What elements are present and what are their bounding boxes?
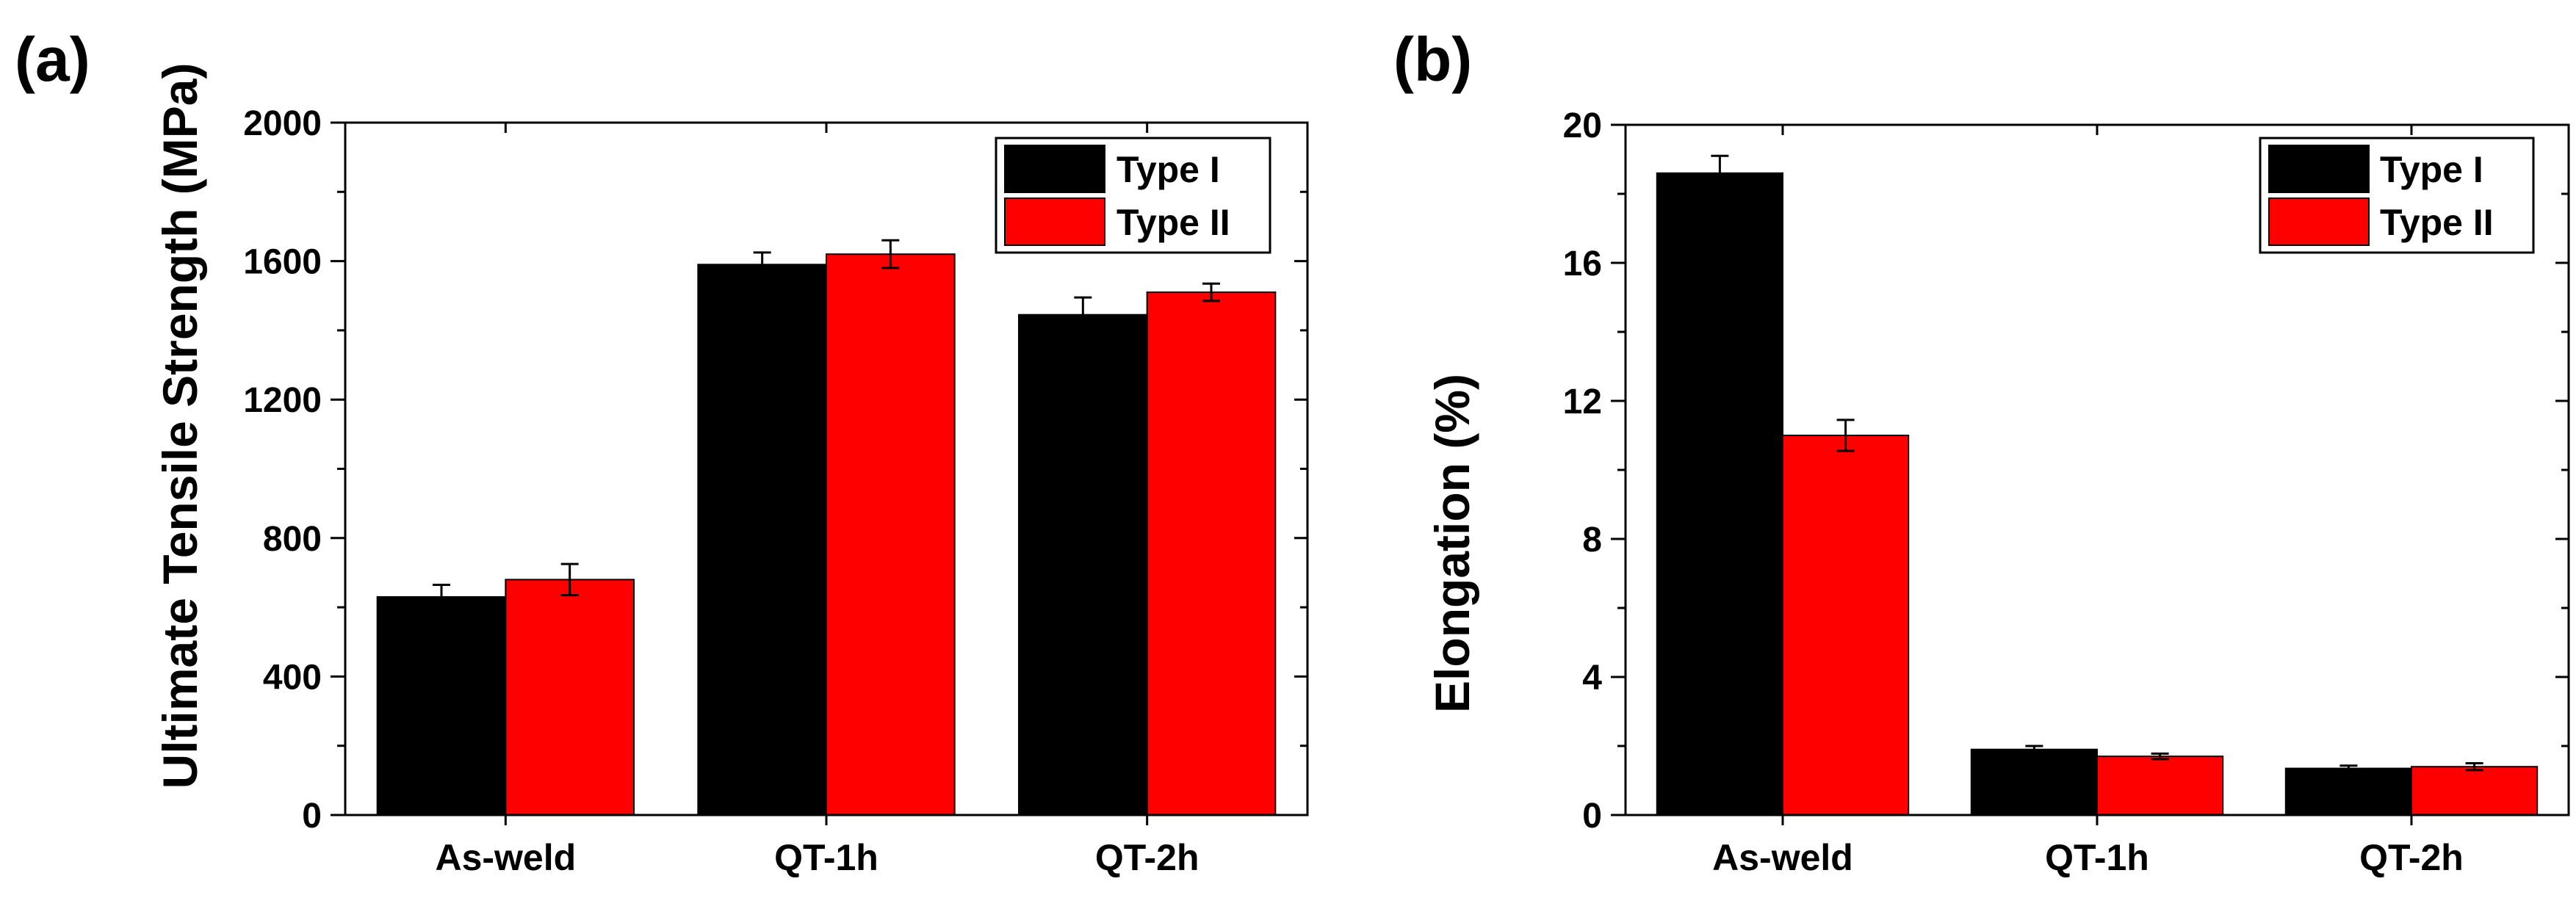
error-bar — [753, 251, 771, 278]
y-axis-title: Ultimate Tensile Strength (MPa) — [153, 63, 207, 789]
error-bar — [2339, 764, 2358, 772]
y-tick-label: 1200 — [243, 381, 322, 420]
x-tick-label: As-weld — [435, 837, 576, 878]
bar-type-i-qt-2h — [2284, 767, 2413, 816]
bar-type-i-qt-1h — [697, 264, 827, 816]
error-bar — [2151, 752, 2169, 761]
bar-type-ii-qt-1h — [826, 253, 956, 816]
legend-label-type-ii: Type II — [1116, 202, 1230, 243]
bar-type-i-as-weld — [376, 595, 507, 816]
x-tick-label: As-weld — [1712, 837, 1853, 878]
legend-swatch-type-i — [1004, 145, 1105, 193]
x-tick-label: QT-2h — [1095, 837, 1199, 878]
error-bar — [1074, 296, 1092, 333]
bar-type-ii-as-weld — [505, 579, 635, 816]
legend: Type I Type II — [995, 137, 1271, 254]
bar-type-ii-qt-1h — [2096, 756, 2224, 816]
plot-area: As-weld QT-1h QT-2h 0 4 8 12 16 20 — [1563, 106, 2570, 878]
y-tick-label: 0 — [302, 797, 322, 836]
error-bar — [2025, 745, 2043, 754]
error-bar — [1836, 419, 1855, 452]
error-bar — [1711, 154, 1729, 192]
legend-swatch-type-ii — [1004, 198, 1105, 246]
chart-panel-b: (b) Elongation (%) As-weld QT-1h QT-2h 0 4 8 1… — [1393, 25, 2570, 878]
y-tick-label: 16 — [1563, 245, 1602, 283]
legend: Type I Type II — [2259, 137, 2535, 254]
axes-frame — [344, 121, 1309, 816]
y-tick-label: 800 — [263, 520, 322, 559]
error-bar — [1202, 282, 1220, 303]
y-axis-title: Elongation (%) — [1425, 374, 1479, 713]
x-tick-label: QT-2h — [2359, 837, 2464, 878]
error-bar — [2465, 762, 2483, 772]
legend-swatch-type-i — [2268, 145, 2370, 193]
legend-label-type-ii: Type II — [2380, 202, 2494, 243]
legend-label-type-i: Type I — [1116, 149, 1220, 190]
bar-type-i-qt-1h — [1970, 748, 2099, 816]
y-tick-label: 400 — [263, 658, 322, 697]
error-bar — [433, 583, 450, 610]
error-bar — [560, 562, 579, 597]
legend-label-type-i: Type I — [2380, 149, 2483, 190]
y-tick-label: 20 — [1563, 106, 1602, 145]
plot-area: As-weld QT-1h QT-2h 0 400 800 1200 1600 2000 — [243, 104, 1309, 878]
x-tick-label: QT-1h — [2045, 837, 2149, 878]
legend-swatch-type-ii — [2268, 198, 2370, 246]
bar-type-i-qt-2h — [1018, 314, 1148, 816]
x-tick-label: QT-1h — [774, 837, 878, 878]
bar-type-ii-qt-2h — [1146, 291, 1277, 816]
y-tick-label: 12 — [1563, 383, 1602, 421]
chart-panel-a: (a) Ultimate Tensile Strength (MPa) As-w… — [15, 25, 1309, 878]
y-tick-label: 2000 — [243, 104, 322, 143]
panel-label: (a) — [15, 25, 90, 94]
bar-type-ii-qt-2h — [2411, 766, 2539, 816]
axes-frame — [1624, 123, 2570, 816]
panel-label: (b) — [1393, 25, 1472, 94]
bar-type-ii-as-weld — [1782, 435, 1910, 816]
y-tick-label: 1600 — [243, 243, 322, 282]
error-bar — [881, 239, 900, 269]
bar-type-i-as-weld — [1656, 172, 1784, 816]
y-tick-label: 4 — [1582, 659, 1602, 698]
y-tick-label: 8 — [1582, 521, 1602, 559]
y-tick-label: 0 — [1582, 797, 1602, 836]
